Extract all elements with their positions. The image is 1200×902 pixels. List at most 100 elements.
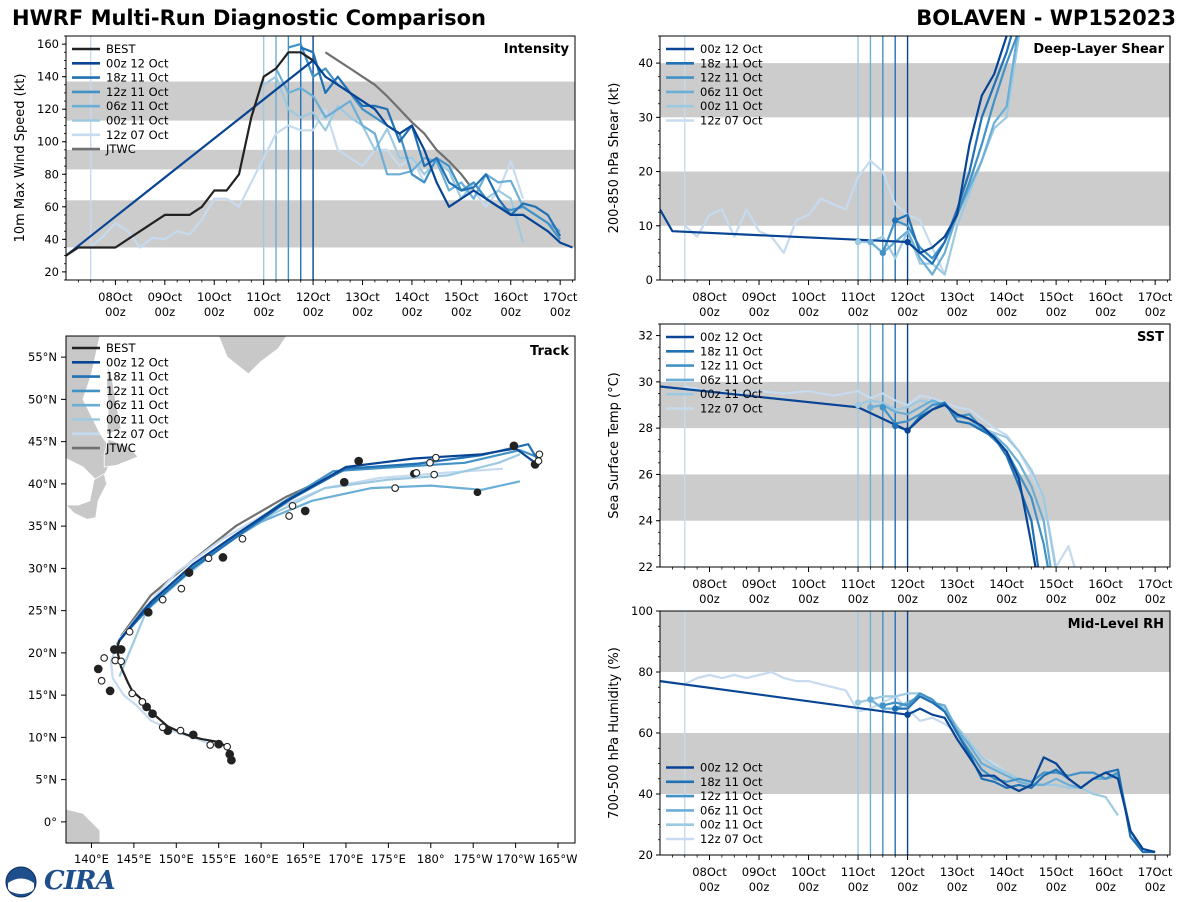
intensity-xtick-label: 14Oct [395,290,430,304]
rh-xtick-label-hour: 00z [1095,880,1116,894]
sst-init-marker [854,401,862,409]
intensity-series-run_06z11 [275,68,561,233]
sst-xtick-label: 11Oct [841,577,876,591]
track-position-marker [288,501,297,510]
shear-xtick-label: 13Oct [940,290,975,304]
lat-tick-label: 10°N [28,730,57,744]
track-position-marker [218,553,228,562]
shear-xtick-label-hour: 00z [996,305,1017,319]
track-position-marker [412,469,421,477]
intensity-ytick-label: 20 [44,265,59,279]
lat-tick-label: 0° [44,815,57,829]
track-legend-label: JTWC [105,441,136,455]
sst-ytick-label: 32 [638,329,653,343]
track-position-marker [125,627,134,636]
rh-xtick-label: 16Oct [1088,865,1123,879]
intensity-xtick-label: 08Oct [98,290,133,304]
sst-init-marker [867,404,874,411]
track-position-marker [176,726,185,735]
track-position-marker [285,512,293,520]
rh-xtick-label-hour: 00z [699,880,720,894]
lat-tick-label: 35°N [28,519,57,533]
rh-xtick-label-hour: 00z [996,880,1017,894]
sst-xtick-label-hour: 00z [798,592,819,606]
intensity-xtick-label: 09Oct [148,290,183,304]
lat-tick-label: 40°N [28,477,57,491]
rh-init-marker [854,699,862,706]
sst-xtick-label: 16Oct [1088,577,1123,591]
sst-xtick-label-hour: 00z [1145,592,1166,606]
track-position-marker [214,739,224,749]
track-legend-label: 12z 07 Oct [106,427,169,441]
intensity-ytick-label: 120 [37,102,59,116]
rh-ytick-label: 60 [638,726,653,740]
lon-tick-label: 165°E [286,852,321,866]
track-line-best [115,639,233,761]
track-position-marker [158,595,167,604]
lat-tick-label: 15°N [28,688,57,702]
shear-ytick-label: 30 [638,110,653,124]
track-position-marker [339,477,349,487]
sst-legend-label: 00z 12 Oct [700,330,763,344]
track-legend-label: 18z 11 Oct [106,370,169,384]
shear-panel-title: Deep-Layer Shear [1033,42,1164,57]
sst-axes-frame [659,323,1171,568]
track-position-marker [148,709,157,719]
shear-init-marker [891,217,899,224]
intensity-xtick-label: 17Oct [543,290,578,304]
rh-ytick-label: 20 [638,848,653,862]
intensity-xtick-label-hour: 00z [253,305,274,319]
intensity-threshold-band [66,81,575,121]
sst-ytick-label: 22 [638,560,653,574]
track-position-marker [93,664,103,674]
rh-threshold-band [660,611,1170,672]
track-position-marker [105,686,115,696]
sst-xtick-label-hour: 00z [848,592,869,606]
shear-init-marker [854,238,862,246]
sst-init-marker [879,404,887,411]
intensity-series-run_12z11 [288,42,562,240]
sst-series-run_12z11 [881,401,1049,567]
sst-xtick-label: 17Oct [1138,577,1173,591]
sst-xtick-label-hour: 00z [897,592,918,606]
shear-xtick-label: 14Oct [989,290,1024,304]
track-legend-label: 00z 12 Oct [106,355,169,369]
rh-panel-title: Mid-Level RH [1068,617,1164,632]
intensity-xtick-label-hour: 00z [204,305,225,319]
sst-ytick-label: 30 [638,375,653,389]
lon-tick-label: 170°E [328,852,363,866]
track-position-marker [391,484,400,492]
rh-ytick-label: 100 [631,604,653,618]
intensity-ytick-label: 40 [44,232,59,246]
storm-id-title: BOLAVEN - WP152023 [916,6,1176,30]
shear-xtick-label: 09Oct [742,290,777,304]
track-position-marker [128,689,137,698]
sst-xtick-label: 14Oct [989,577,1024,591]
shear-panel: 01020304008Oct00z09Oct00z10Oct00z11Oct00… [607,35,1173,319]
intensity-xtick-label: 13Oct [345,290,380,304]
rh-xtick-label: 09Oct [742,865,777,879]
track-legend-label: BEST [106,341,136,355]
track-position-marker [534,457,543,465]
track-position-marker [430,470,439,479]
intensity-legend-label: 12z 07 Oct [106,128,169,142]
lat-tick-label: 30°N [28,561,57,575]
rh-xtick-label-hour: 00z [897,880,918,894]
rh-xtick-label: 08Oct [692,865,727,879]
track-panel-title: Track [530,344,569,359]
rh-xtick-label: 14Oct [989,865,1024,879]
sst-legend-label: 00z 11 Oct [700,387,763,401]
track-position-marker [223,742,232,751]
intensity-series-run_18z11 [300,46,562,237]
intensity-ytick-label: 100 [37,135,59,149]
cira-logo-text: CIRA [44,866,116,896]
sst-series-run_18z11 [894,401,1040,567]
lat-tick-label: 5°N [35,773,57,787]
shear-xtick-label: 08Oct [692,290,727,304]
sst-legend-label: 06z 11 Oct [700,373,763,387]
lon-tick-label: 175°E [371,852,406,866]
shear-legend-label: 00z 12 Oct [700,42,763,56]
intensity-series-jtwc [324,51,475,192]
rh-legend-label: 00z 11 Oct [700,818,763,832]
rh-panel: 2040608010008Oct00z09Oct00z10Oct00z11Oct… [607,604,1173,894]
